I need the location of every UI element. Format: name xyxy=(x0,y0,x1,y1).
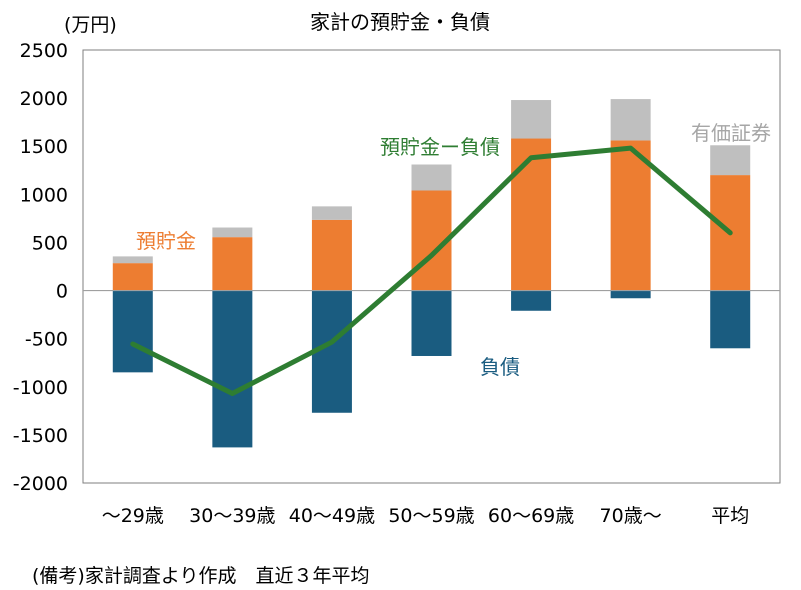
x-tick-label: 60〜69歳 xyxy=(488,505,574,527)
bar-securities xyxy=(511,100,552,139)
bar-debt xyxy=(411,290,452,356)
y-tick-label: 1500 xyxy=(20,136,68,158)
x-tick-label: 40〜49歳 xyxy=(289,505,375,527)
bar-securities xyxy=(112,256,153,264)
x-tick-label: 30〜39歳 xyxy=(189,505,275,527)
y-tick-label: -500 xyxy=(25,329,68,351)
bar-savings xyxy=(112,263,153,291)
annotation-net: 預貯金ー負債 xyxy=(380,135,500,159)
footnote: (備考)家計調査より作成 直近３年平均 xyxy=(32,565,370,587)
series-line-net-savings xyxy=(130,145,733,397)
bar-securities xyxy=(311,206,352,220)
bar-debt xyxy=(112,290,153,373)
plot-area-frame xyxy=(82,49,781,484)
bar-debt xyxy=(511,290,552,311)
bar-debt xyxy=(710,290,751,349)
bar-securities xyxy=(212,227,253,238)
bar-securities xyxy=(710,145,751,176)
bar-savings xyxy=(212,237,253,291)
y-tick-label: 1000 xyxy=(20,184,68,206)
bar-debt xyxy=(212,290,253,448)
bar-savings xyxy=(511,138,552,291)
y-tick-label: -1500 xyxy=(13,425,68,447)
annotation-debt: 負債 xyxy=(480,355,520,379)
x-tick-label: 70歳〜 xyxy=(600,505,662,527)
y-tick-label: 500 xyxy=(32,232,68,254)
x-tick-label: 〜29歳 xyxy=(102,505,164,527)
x-tick-label: 平均 xyxy=(711,505,749,527)
bar-securities xyxy=(610,99,651,141)
chart: 家計の預貯金・負債 (万円) -2000 -1500 -1000 -500 0 500 10… xyxy=(13,10,781,527)
y-tick-label: 2000 xyxy=(20,88,68,110)
bar-securities xyxy=(411,164,452,191)
bar-savings xyxy=(610,140,651,291)
y-tick-label: -1000 xyxy=(13,377,68,399)
annotation-savings: 預貯金 xyxy=(136,229,196,253)
annotation-securities: 有価証券 xyxy=(691,121,771,145)
y-tick-label: 2500 xyxy=(20,40,68,62)
chart-title: 家計の預貯金・負債 xyxy=(310,10,490,34)
bar-debt xyxy=(610,290,651,299)
bar-savings xyxy=(311,219,352,291)
y-tick-label: -2000 xyxy=(13,473,68,495)
x-tick-label: 50〜59歳 xyxy=(388,505,474,527)
y-axis-unit-label: (万円) xyxy=(64,14,117,36)
y-tick-label: 0 xyxy=(56,281,68,303)
